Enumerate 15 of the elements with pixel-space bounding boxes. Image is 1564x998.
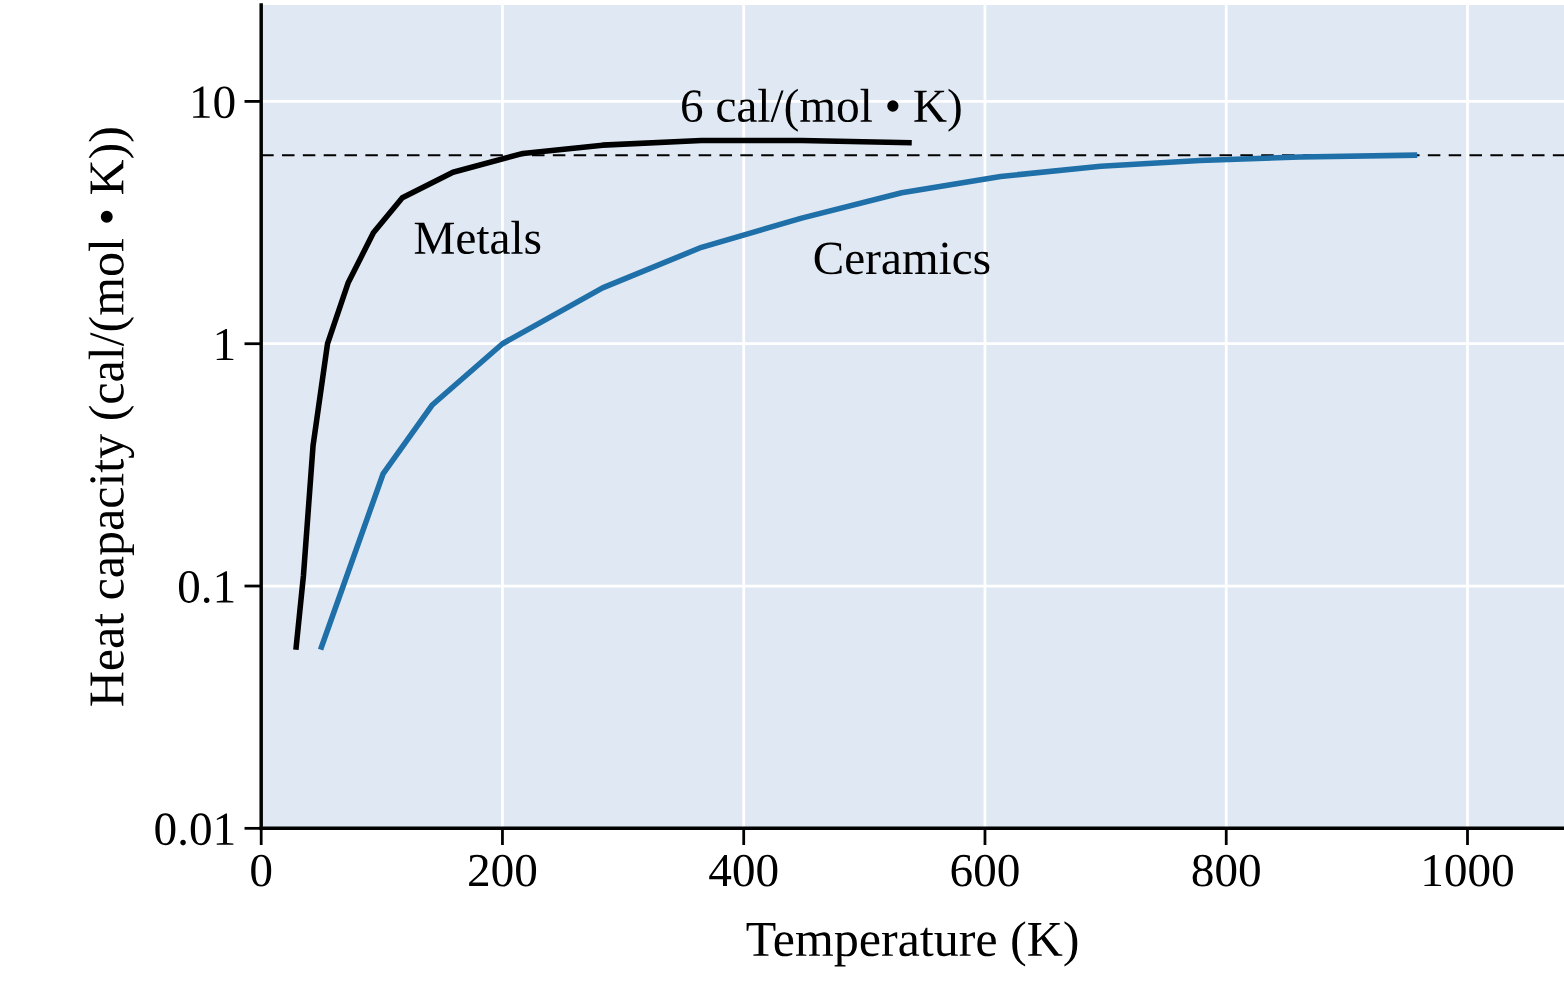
x-tick-label: 600 bbox=[951, 854, 1019, 887]
series-label: Metals bbox=[414, 220, 541, 255]
x-tick-label: 800 bbox=[1192, 854, 1260, 887]
y-tick-label: 0.01 bbox=[155, 813, 234, 846]
y-tick-label: 10 bbox=[193, 86, 235, 119]
y-tick-label: 1 bbox=[216, 328, 234, 361]
x-tick-label: 0 bbox=[251, 854, 272, 887]
x-tick-label: 400 bbox=[709, 854, 778, 887]
x-axis-title: Temperature (K) bbox=[746, 921, 1078, 967]
y-tick-label: 0.1 bbox=[178, 571, 234, 604]
x-tick-label: 200 bbox=[469, 854, 537, 887]
x-tick-label: 1000 bbox=[1424, 854, 1513, 887]
y-axis-title: Heat capacity (cal/(mol • K)) bbox=[88, 128, 135, 706]
series-label: Ceramics bbox=[814, 242, 990, 275]
ref-line-label: 6 cal/(mol • K) bbox=[682, 88, 961, 132]
